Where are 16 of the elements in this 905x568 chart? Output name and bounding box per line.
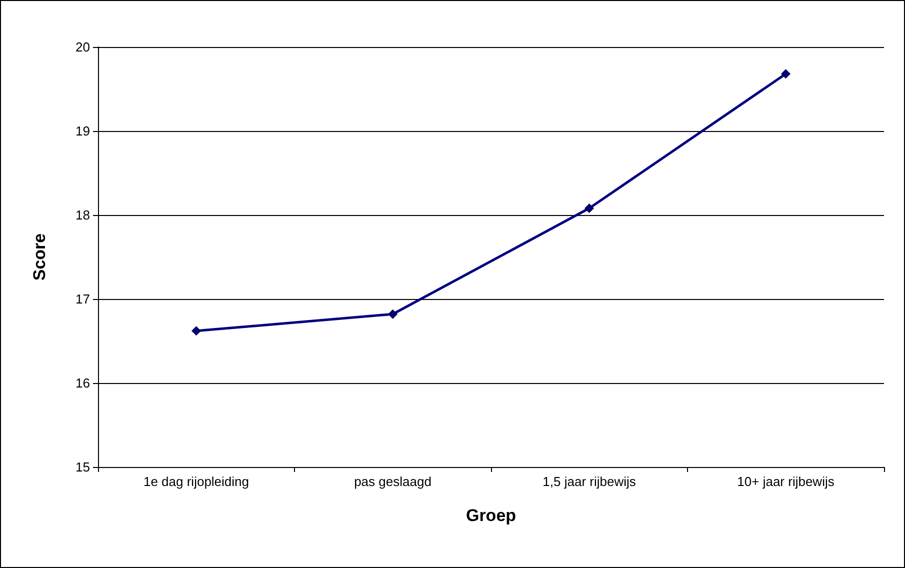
x-axis-title: Groep [466,506,516,525]
point [781,69,790,79]
x-tick-label: pas geslaagd [354,474,432,489]
y-tick-label: 19 [76,124,90,138]
y-tick-label: 15 [76,460,90,474]
y-axis-title: Score [30,233,49,281]
y-tick-label: 16 [76,376,90,390]
x-tick-label: 1,5 jaar rijbewijs [542,474,636,489]
y-tick-label: 17 [76,292,90,306]
x-tick-label: 1e dag rijopleiding [143,474,250,489]
x-tick-label: 10+ jaar rijbewijs [737,474,835,489]
point [388,309,398,319]
point [584,204,594,214]
y-tick-label: 18 [76,208,90,222]
point [192,326,201,336]
y-tick-label: 20 [76,40,90,54]
